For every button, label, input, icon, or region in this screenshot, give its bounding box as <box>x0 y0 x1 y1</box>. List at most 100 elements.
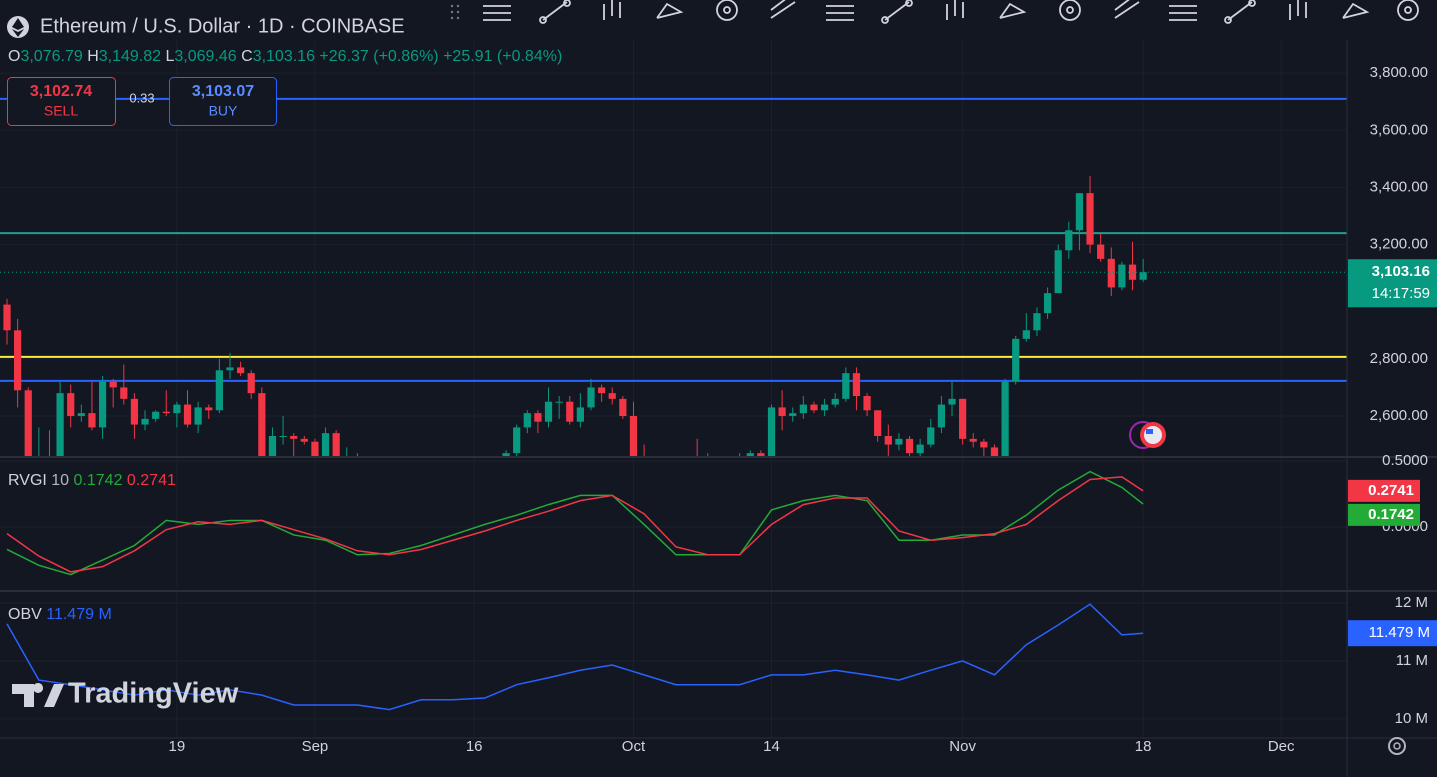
indicator-title[interactable]: RVGI <box>8 472 47 489</box>
candle-body <box>767 407 776 456</box>
buy-button[interactable] <box>169 77 277 126</box>
candle-body <box>98 381 107 428</box>
watermark-logo <box>12 683 64 707</box>
indicator-length: 10 <box>51 472 69 489</box>
candle-body <box>215 370 223 411</box>
candle-body <box>1001 381 1009 456</box>
candle-body <box>916 444 924 454</box>
toolbar-button[interactable] <box>656 2 684 19</box>
icon <box>884 1 910 21</box>
settings-icon[interactable] <box>1388 737 1406 755</box>
candle-body <box>1097 244 1105 259</box>
candle-body <box>1043 293 1052 314</box>
toolbar-button[interactable] <box>483 5 511 21</box>
toolbar-grip <box>450 16 454 20</box>
sell-label: SELL <box>44 103 78 119</box>
toolbar-button[interactable] <box>1224 0 1256 24</box>
toolbar-button[interactable] <box>1342 2 1370 19</box>
candle-body <box>67 393 75 416</box>
candle-body <box>969 438 977 442</box>
candle-body <box>820 404 829 411</box>
candle-body <box>948 398 956 405</box>
price-plot <box>0 97 1347 456</box>
candle-body <box>173 404 181 414</box>
indicator-line <box>6 470 1144 576</box>
x-tick-label: 14 <box>763 738 780 755</box>
candle-body <box>24 390 32 456</box>
symbol-title[interactable]: Ethereum / U.S. Dollar · 1D · COINBASE <box>40 15 405 37</box>
candle-body <box>205 407 213 411</box>
x-tick-label: Dec <box>1268 738 1295 755</box>
plot-layer <box>0 97 1347 711</box>
candle-body <box>77 413 85 416</box>
candle-body <box>1139 272 1147 280</box>
candle-body <box>746 453 754 456</box>
ohlc-value: 3,069.46 <box>174 48 236 65</box>
value-badge-label: 11.479 M <box>1369 624 1430 641</box>
icon <box>999 2 1027 19</box>
toolbar-button[interactable] <box>1114 0 1140 19</box>
candle-body <box>852 373 861 396</box>
candle-body <box>1012 338 1020 382</box>
candle-body <box>608 393 616 399</box>
candle-body <box>576 407 584 422</box>
toolbar-button[interactable] <box>881 0 913 24</box>
toolbar-button[interactable] <box>1169 5 1197 21</box>
candle-body <box>290 436 298 439</box>
toolbar-button[interactable] <box>946 0 964 20</box>
candle-body <box>959 398 967 439</box>
toolbar-button[interactable] <box>1289 0 1307 20</box>
icon <box>1342 2 1370 19</box>
x-tick-label: Oct <box>622 738 646 755</box>
candle-body <box>321 433 330 456</box>
toolbar-grip <box>456 4 460 8</box>
candle-body <box>778 407 786 416</box>
toolbar-button[interactable] <box>770 0 796 19</box>
ohlc-legend: O3,076.79 H3,149.82 L3,069.46 C3,103.16 … <box>8 48 562 65</box>
y-tick-label: 2,800.00 <box>1370 350 1428 367</box>
candle-body <box>183 404 192 425</box>
y-tick-label: 12 M <box>1395 594 1428 611</box>
sell-button[interactable] <box>7 77 116 126</box>
last-price-badge <box>1348 259 1437 308</box>
candle-body <box>874 410 882 436</box>
toolbar-button[interactable] <box>826 5 854 21</box>
indicator-value: 11.479 M <box>46 606 112 623</box>
drawing-toolbar <box>437 0 1437 38</box>
icon <box>1224 16 1232 24</box>
toolbar-button[interactable] <box>716 0 738 21</box>
icon <box>770 0 796 19</box>
obv-legend: OBV 11.479 M <box>8 606 112 623</box>
candle-body <box>905 438 914 454</box>
indicator-title[interactable]: OBV <box>8 606 42 623</box>
candle-body <box>555 401 563 403</box>
y-tick-label: 10 M <box>1395 710 1428 727</box>
candle-body <box>810 404 818 411</box>
candle-body <box>226 367 234 371</box>
y-tick-label: 0.5000 <box>1382 452 1428 469</box>
toolbar-button[interactable] <box>539 0 571 24</box>
toolbar-grip <box>456 16 460 20</box>
candle-body <box>863 396 871 411</box>
x-tick-label: 18 <box>1135 738 1152 755</box>
ohlc-label: C <box>241 48 253 65</box>
candle-body <box>884 436 892 445</box>
candle-body <box>56 393 64 456</box>
candle-body <box>141 418 149 425</box>
icon <box>483 5 511 21</box>
candle-body <box>842 373 850 399</box>
icon <box>1248 0 1256 7</box>
candle-body <box>1107 258 1115 288</box>
icon <box>826 5 854 21</box>
toolbar-button[interactable] <box>1397 0 1419 21</box>
icon <box>881 16 889 24</box>
buy-label: BUY <box>209 103 238 119</box>
y-tick-label: 11 M <box>1396 652 1428 669</box>
toolbar-button[interactable] <box>1059 0 1081 21</box>
candle-body <box>162 411 170 414</box>
spread: 0.33 <box>129 90 154 105</box>
y-tick-label: 3,600.00 <box>1370 121 1428 138</box>
toolbar-button[interactable] <box>603 0 621 20</box>
toolbar-button[interactable] <box>999 2 1027 19</box>
